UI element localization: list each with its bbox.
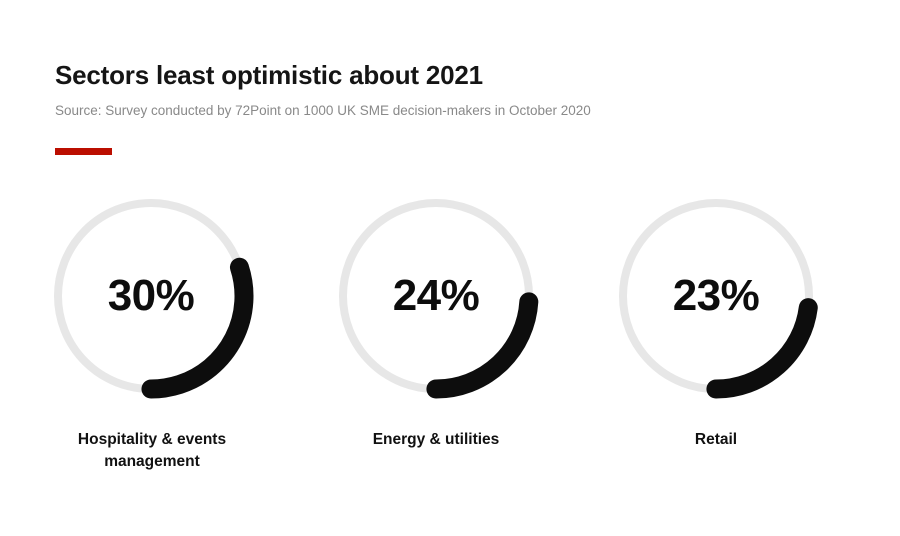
donut-value-hospitality: 30% <box>107 271 195 320</box>
gauge-value-arc <box>613 193 819 399</box>
gauge-value-arc <box>48 193 254 399</box>
page-title: Sectors least optimistic about 2021 <box>55 60 483 90</box>
donut-gauge-energy: 24% <box>333 193 539 399</box>
donut-label-hospitality: Hospitality & events management <box>32 429 272 473</box>
donut-value-energy: 24% <box>392 271 480 320</box>
donut-label-retail: Retail <box>596 429 836 451</box>
donut-gauge-svg <box>333 193 539 399</box>
source-note: Source: Survey conducted by 72Point on 1… <box>55 103 591 118</box>
donut-label-energy: Energy & utilities <box>316 429 556 451</box>
donut-gauge-svg <box>613 193 819 399</box>
donut-gauge-retail: 23% <box>613 193 819 399</box>
donut-gauge-hospitality: 30% <box>48 193 254 399</box>
donut-label-energy-text: Energy & utilities <box>372 431 500 448</box>
gauge-value-arc <box>333 193 539 399</box>
donut-label-retail-text: Retail <box>694 431 738 448</box>
donut-label-hospitality-text: Hospitality & events management <box>77 431 227 470</box>
donut-gauge-svg <box>48 193 254 399</box>
donut-value-retail: 23% <box>672 271 760 320</box>
accent-bar <box>55 148 112 155</box>
